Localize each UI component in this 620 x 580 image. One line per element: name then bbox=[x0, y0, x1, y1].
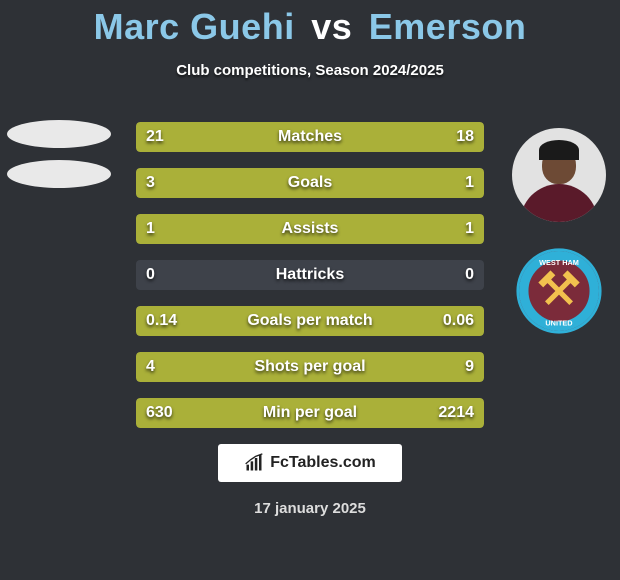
player2-name: Emerson bbox=[369, 6, 527, 47]
stat-bar-right bbox=[323, 122, 484, 152]
stat-row: 6302214Min per goal bbox=[136, 398, 484, 428]
comparison-bars: 2118Matches 31Goals 11Assists 0 0Hattricks 0.… bbox=[136, 122, 484, 444]
player2-photo bbox=[512, 128, 606, 222]
player1-avatar-column bbox=[4, 108, 114, 200]
stat-bar-left bbox=[136, 352, 243, 382]
stat-value-left: 0 bbox=[146, 260, 155, 290]
stat-bar-right bbox=[380, 306, 484, 336]
stat-bar-left bbox=[136, 214, 310, 244]
player2-club-badge: WEST HAM UNITED bbox=[516, 248, 602, 334]
watermark-icon bbox=[244, 453, 264, 473]
stat-bar-left bbox=[136, 122, 323, 152]
svg-text:WEST HAM: WEST HAM bbox=[539, 258, 579, 267]
stat-bar-left bbox=[136, 306, 380, 336]
stat-value-right: 0 bbox=[465, 260, 474, 290]
infographic-date: 17 january 2025 bbox=[0, 500, 620, 517]
svg-text:UNITED: UNITED bbox=[545, 318, 572, 327]
player2-avatar-column: WEST HAM UNITED bbox=[504, 128, 614, 334]
stat-row: 2118Matches bbox=[136, 122, 484, 152]
stat-bar-right bbox=[310, 214, 484, 244]
stat-label: Hattricks bbox=[136, 260, 484, 290]
page-title: Marc Guehi vs Emerson bbox=[0, 0, 620, 48]
subtitle: Club competitions, Season 2024/2025 bbox=[0, 62, 620, 79]
stat-row: 0.140.06Goals per match bbox=[136, 306, 484, 336]
stat-bar-left bbox=[136, 398, 213, 428]
watermark-text: FcTables.com bbox=[270, 454, 376, 472]
player1-photo-placeholder bbox=[7, 120, 111, 148]
stat-bar-left bbox=[136, 168, 397, 198]
stat-row: 0 0Hattricks bbox=[136, 260, 484, 290]
player1-name: Marc Guehi bbox=[94, 6, 295, 47]
stat-row: 11Assists bbox=[136, 214, 484, 244]
watermark: FcTables.com bbox=[218, 444, 402, 482]
stat-bar-right bbox=[397, 168, 484, 198]
stat-bar-right bbox=[213, 398, 484, 428]
vs-text: vs bbox=[311, 6, 352, 47]
stat-bar-right bbox=[243, 352, 484, 382]
player1-club-placeholder bbox=[7, 160, 111, 188]
stat-row: 49Shots per goal bbox=[136, 352, 484, 382]
stat-row: 31Goals bbox=[136, 168, 484, 198]
